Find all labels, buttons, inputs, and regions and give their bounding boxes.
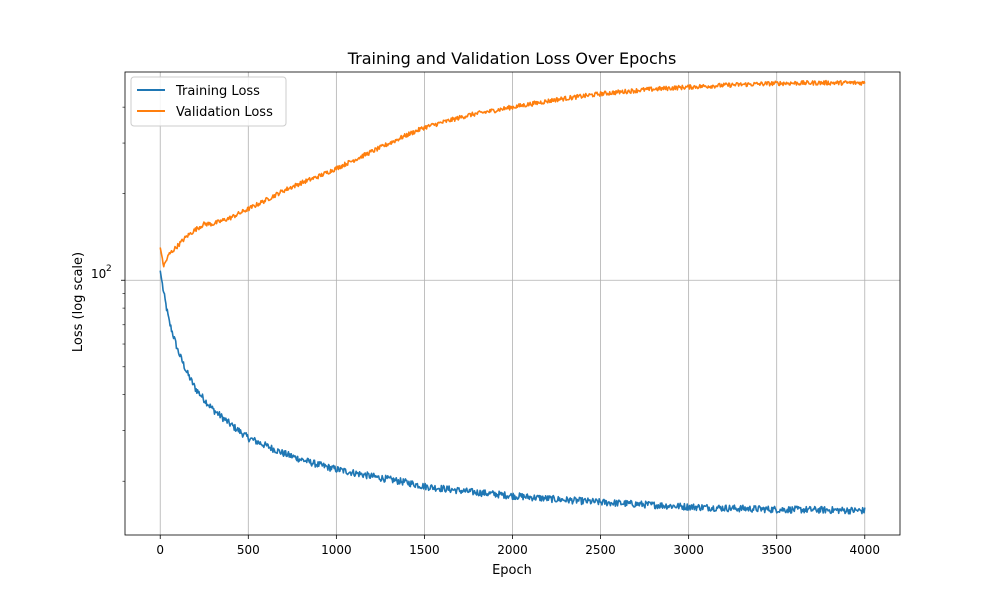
y-axis-label: Loss (log scale) xyxy=(71,252,86,352)
y-major-tick-label: 10 2 xyxy=(91,264,112,281)
x-tick-label: 2500 xyxy=(585,543,616,557)
legend-label-validation: Validation Loss xyxy=(176,105,273,120)
x-tick-label: 500 xyxy=(237,543,260,557)
legend-box xyxy=(130,76,287,127)
series-lines xyxy=(159,79,866,515)
x-tick-label: 2000 xyxy=(497,543,528,557)
axis-ticks: 0 500 1000 1500 2000 2500 3000 3500 4000 xyxy=(121,106,880,557)
y-tick-label-exponent: 2 xyxy=(106,264,112,274)
legend-label-training: Training Loss xyxy=(175,84,260,99)
y-tick-label-base: 10 xyxy=(91,267,106,281)
x-tick-label: 1000 xyxy=(321,543,352,557)
grid-lines xyxy=(125,72,900,535)
x-axis-label: Epoch xyxy=(492,563,532,578)
chart-title: Training and Validation Loss Over Epochs xyxy=(347,49,677,68)
x-tick-label: 3000 xyxy=(673,543,704,557)
training-loss-line xyxy=(159,270,866,515)
x-tick-label: 1500 xyxy=(409,543,440,557)
x-tick-label: 3500 xyxy=(761,543,792,557)
x-tick-label: 0 xyxy=(156,543,164,557)
validation-loss-line xyxy=(159,79,866,268)
legend: Training Loss Validation Loss xyxy=(130,76,287,127)
x-tick-label: 4000 xyxy=(849,543,880,557)
